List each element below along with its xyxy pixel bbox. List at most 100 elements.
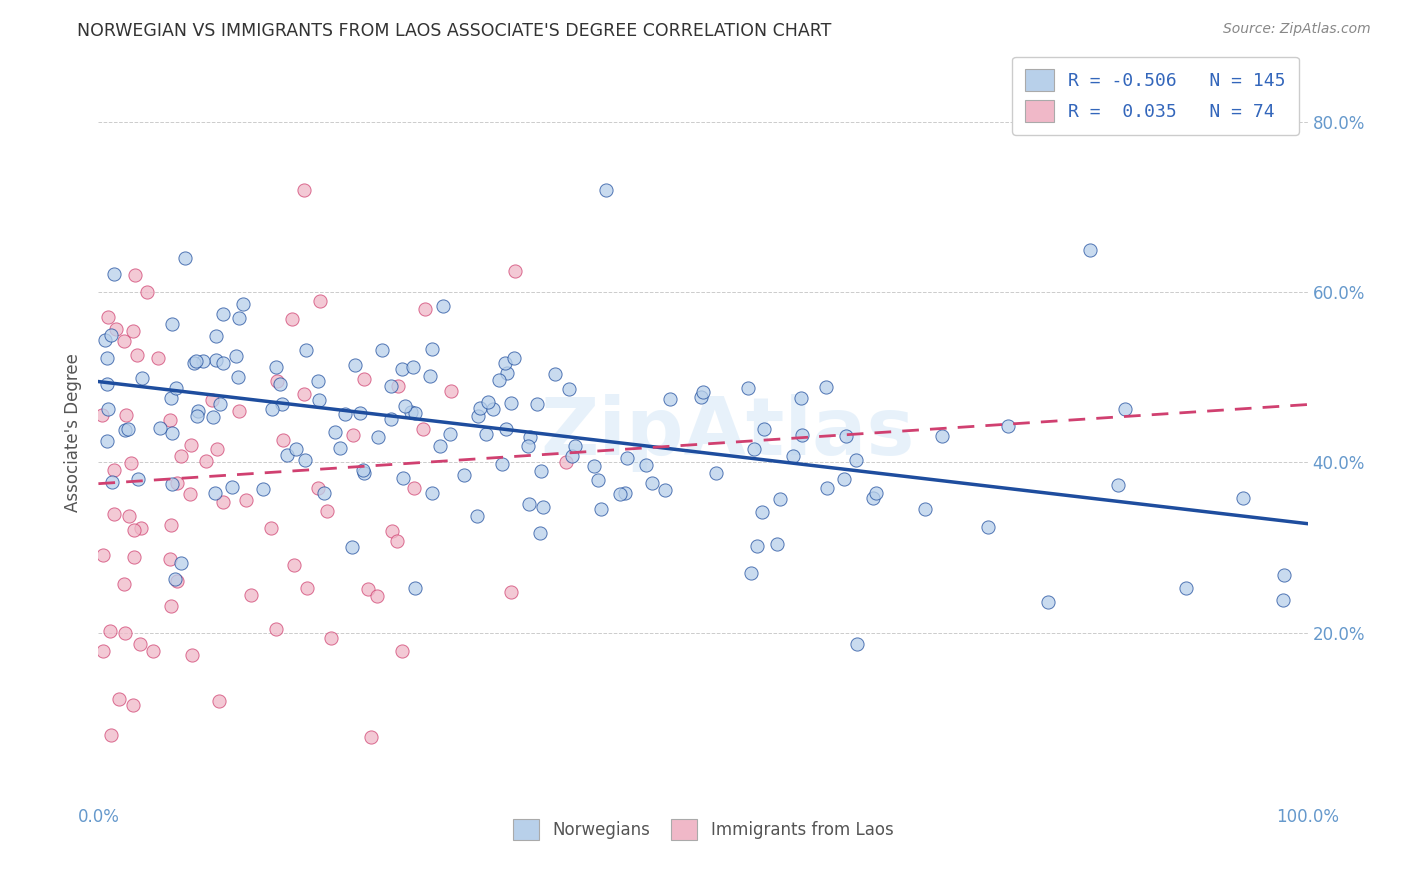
Point	[555, 455, 578, 469]
Point	[533, 500, 555, 514]
Point	[353, 372, 375, 386]
Point	[412, 422, 434, 436]
Point	[160, 391, 183, 405]
Point	[183, 356, 205, 370]
Point	[429, 439, 451, 453]
Point	[159, 552, 181, 566]
Point	[690, 390, 713, 404]
Point	[465, 508, 488, 523]
Point	[419, 369, 441, 384]
Point	[205, 352, 228, 367]
Point	[790, 392, 813, 406]
Point	[468, 401, 491, 416]
Point	[654, 483, 676, 497]
Point	[212, 356, 235, 370]
Point	[517, 498, 540, 512]
Point	[187, 404, 209, 418]
Point	[170, 449, 193, 463]
Point	[494, 356, 516, 370]
Point	[211, 495, 233, 509]
Point	[207, 442, 229, 457]
Point	[815, 481, 838, 495]
Point	[112, 334, 135, 348]
Point	[754, 422, 776, 436]
Point	[914, 502, 936, 516]
Point	[174, 251, 197, 265]
Point	[221, 480, 243, 494]
Point	[613, 485, 636, 500]
Point	[526, 397, 548, 411]
Legend: Norwegians, Immigrants from Laos: Norwegians, Immigrants from Laos	[506, 813, 900, 847]
Point	[329, 441, 352, 455]
Point	[616, 451, 638, 466]
Point	[496, 366, 519, 380]
Point	[97, 310, 120, 324]
Point	[201, 409, 224, 424]
Point	[180, 438, 202, 452]
Point	[740, 566, 762, 581]
Point	[94, 334, 117, 348]
Point	[640, 476, 662, 491]
Point	[582, 459, 605, 474]
Point	[162, 477, 184, 491]
Point	[391, 644, 413, 658]
Point	[499, 585, 522, 599]
Point	[239, 588, 262, 602]
Point	[165, 573, 187, 587]
Point	[360, 731, 382, 745]
Point	[342, 428, 364, 442]
Point	[211, 307, 233, 321]
Point	[399, 405, 422, 419]
Point	[124, 268, 146, 283]
Text: Source: ZipAtlas.com: Source: ZipAtlas.com	[1223, 22, 1371, 37]
Point	[742, 442, 765, 457]
Point	[96, 376, 118, 391]
Point	[114, 626, 136, 640]
Point	[519, 429, 541, 443]
Point	[162, 317, 184, 331]
Point	[101, 475, 124, 489]
Point	[315, 504, 337, 518]
Point	[179, 487, 201, 501]
Point	[544, 368, 567, 382]
Point	[97, 401, 120, 416]
Point	[118, 508, 141, 523]
Point	[269, 376, 291, 391]
Point	[343, 358, 366, 372]
Point	[283, 558, 305, 573]
Point	[270, 397, 292, 411]
Point	[112, 577, 135, 591]
Point	[432, 299, 454, 313]
Point	[100, 728, 122, 742]
Point	[634, 458, 657, 472]
Point	[312, 486, 335, 500]
Point	[353, 467, 375, 481]
Point	[586, 473, 609, 487]
Point	[402, 359, 425, 374]
Point	[475, 426, 498, 441]
Point	[235, 492, 257, 507]
Point	[122, 698, 145, 712]
Point	[170, 556, 193, 570]
Point	[201, 392, 224, 407]
Point	[297, 581, 319, 595]
Point	[93, 548, 115, 562]
Point	[142, 644, 165, 658]
Point	[1114, 401, 1136, 416]
Point	[98, 624, 121, 638]
Point	[366, 589, 388, 603]
Point	[122, 550, 145, 565]
Point	[122, 324, 145, 338]
Point	[226, 369, 249, 384]
Point	[165, 381, 187, 395]
Point	[135, 285, 157, 300]
Point	[294, 386, 316, 401]
Point	[865, 485, 887, 500]
Point	[495, 422, 517, 436]
Point	[232, 297, 254, 311]
Point	[595, 183, 617, 197]
Point	[308, 392, 330, 407]
Point	[467, 409, 489, 424]
Point	[166, 476, 188, 491]
Point	[420, 342, 443, 356]
